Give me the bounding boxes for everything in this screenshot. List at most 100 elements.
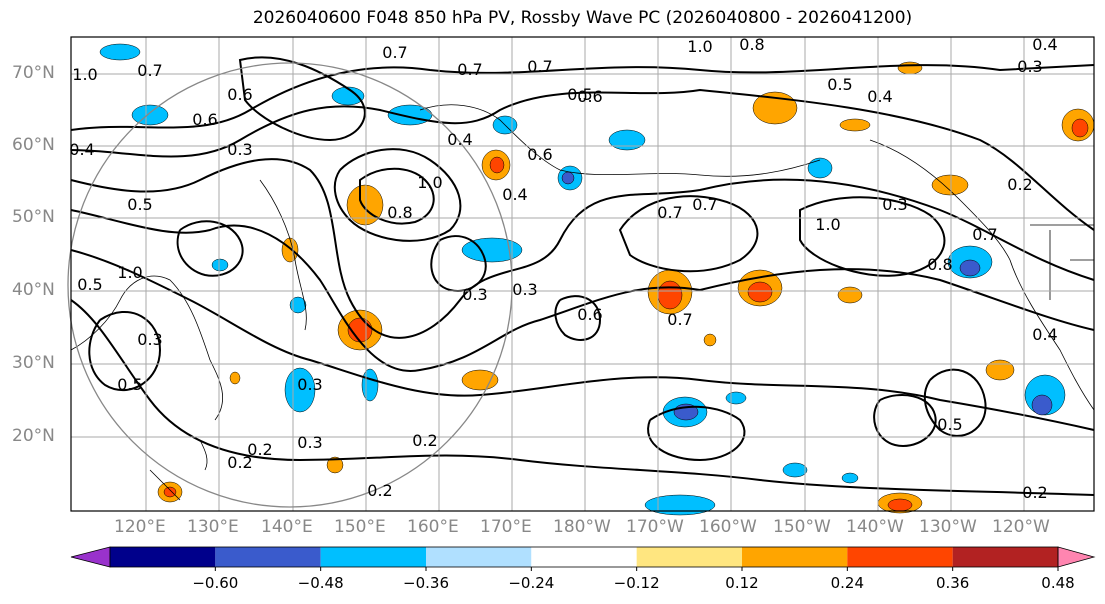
contour-label: 0.4 [447, 130, 472, 149]
anomaly-patch [281, 237, 299, 263]
contour-label: 0.2 [1022, 483, 1047, 502]
anomaly-patch [489, 156, 505, 174]
pv-contour-line [70, 64, 1095, 131]
latitude-label: 20°N [12, 426, 55, 446]
coastline [1030, 224, 1094, 300]
anomaly-patch [887, 498, 913, 512]
colorbar: −0.60 −0.48 −0.36 −0.24 −0.12 0.12 0.24 0.36 0.4… [70, 546, 1096, 592]
anomaly-patch [131, 104, 169, 126]
anomaly-patch [931, 174, 969, 196]
contour-label: 0.5 [117, 375, 142, 394]
contour-label: 0.4 [867, 87, 892, 106]
anomaly-patch [1071, 118, 1089, 138]
latitude-label: 40°N [12, 280, 55, 300]
anomaly-patch [747, 281, 773, 303]
pv-contour-line [647, 405, 746, 462]
coastline [419, 104, 821, 177]
coastline [149, 439, 208, 501]
contour-label: 0.4 [1032, 325, 1057, 344]
contour-label: 1.0 [417, 173, 442, 192]
contour-label: 0.6 [527, 145, 552, 164]
contour-label: 1.0 [72, 65, 97, 84]
contour-label: 1.0 [815, 215, 840, 234]
contour-label: 0.3 [512, 280, 537, 299]
contour-label: 0.7 [972, 225, 997, 244]
contour-label: 0.2 [247, 440, 272, 459]
colorbar-tick-label: −0.48 [298, 574, 344, 592]
contour-label: 0.4 [1032, 35, 1057, 54]
coastline [869, 139, 1095, 411]
pv-contour-line [923, 368, 987, 437]
anomaly-patch [361, 368, 379, 402]
grid-lines [71, 37, 1094, 511]
colorbar-bin [742, 547, 848, 567]
map-title: 2026040600 F048 850 hPa PV, Rossby Wave … [252, 8, 913, 28]
anomaly-patch [837, 286, 863, 304]
colorbar-bin [847, 547, 953, 567]
anomaly-patch [211, 258, 229, 272]
longitude-label: 130°E [187, 517, 239, 537]
pv-contour-line [554, 295, 602, 341]
pv-contour-line [88, 310, 162, 391]
contour-label: 0.3 [1017, 57, 1042, 76]
contour-label: 0.4 [502, 185, 527, 204]
contour-label: 0.5 [827, 75, 852, 94]
anomaly-patch [703, 333, 717, 347]
colorbar-bin [426, 547, 532, 567]
longitude-label: 170°W [626, 517, 684, 537]
anomaly-patch [644, 494, 716, 516]
contour-label: 0.5 [77, 275, 102, 294]
contour-label: 1.0 [117, 263, 142, 282]
anomaly-patch [561, 171, 575, 185]
longitude-label: 180°W [553, 517, 611, 537]
contour-label: 0.6 [577, 87, 602, 106]
colorbar-bin [215, 547, 321, 567]
anomaly-patch [346, 184, 384, 226]
anomaly-patch [608, 129, 646, 151]
anomaly-patch [725, 391, 747, 405]
longitude-label: 160°E [407, 517, 459, 537]
pv-contour-line [333, 148, 462, 242]
contour-label: 0.2 [1007, 175, 1032, 194]
anomaly-patch [657, 280, 683, 310]
contour-label: 0.8 [739, 35, 764, 54]
anomaly-patch [163, 486, 177, 498]
contour-label: 0.6 [577, 305, 602, 324]
contour-label: 0.3 [462, 285, 487, 304]
contour-label: 0.3 [227, 140, 252, 159]
contour-label: 0.3 [297, 433, 322, 452]
pv-contour-line [176, 220, 244, 277]
latitude-label: 60°N [12, 135, 55, 155]
contour-label: 0.7 [457, 60, 482, 79]
pv-contour-line [70, 249, 1095, 431]
anomaly-patch [841, 472, 859, 484]
map-background [71, 37, 1094, 511]
contour-label: 0.7 [382, 43, 407, 62]
coastline [259, 179, 307, 331]
pv-contour-line [70, 88, 1095, 231]
colorbar-bin [636, 547, 742, 567]
colorbar-tick-label: −0.12 [614, 574, 660, 592]
longitude-label: 160°W [699, 517, 757, 537]
contour-label: 0.8 [927, 255, 952, 274]
anomaly-patch [839, 118, 871, 132]
contour-labels: 1.0 0.8 0.7 0.7 0.7 0.6 0.6 0.6 0.5 0.4 1.0 0.7 1.0 0… [69, 35, 1057, 502]
longitude-label: 150°W [773, 517, 831, 537]
anomaly-patch [331, 86, 365, 106]
contour-label: 0.7 [137, 61, 162, 80]
latitude-label: 50°N [12, 207, 55, 227]
longitude-label: 140°W [846, 517, 904, 537]
map-frame [70, 36, 1095, 512]
longitude-label: 120°E [114, 517, 166, 537]
contour-label: 0.2 [227, 453, 252, 472]
pv-contour-line [799, 196, 946, 277]
pv-contour-line [873, 394, 937, 447]
contour-label: 0.3 [137, 330, 162, 349]
anomaly-patch [782, 462, 808, 478]
colorbar-bin [952, 547, 1058, 567]
highlight-circle [67, 62, 513, 508]
anomaly-patch [326, 456, 344, 474]
anomaly-patch [461, 369, 499, 391]
anomaly-patch [461, 237, 523, 263]
